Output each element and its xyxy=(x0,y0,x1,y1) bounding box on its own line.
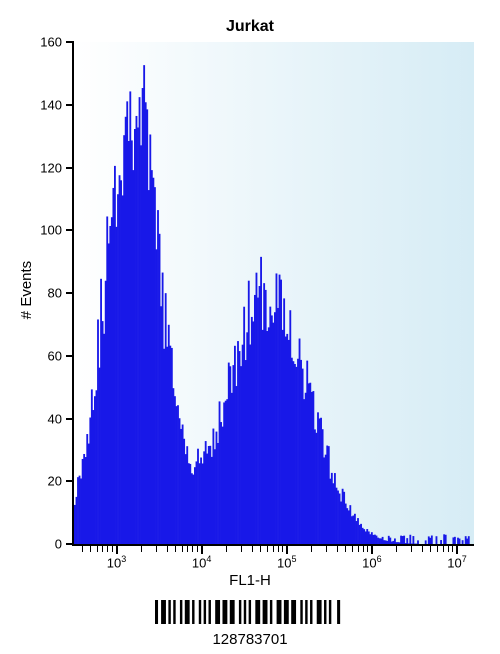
x-tick-label: 106 xyxy=(362,554,381,570)
x-tick-label: 105 xyxy=(277,554,296,570)
x-minor-tick xyxy=(82,544,83,552)
x-minor-tick xyxy=(252,544,253,552)
x-minor-tick xyxy=(107,544,108,552)
figure-container: Jurkat 020406080100120140160 10310410510… xyxy=(0,0,500,654)
y-tick xyxy=(66,41,74,43)
x-minor-tick xyxy=(267,544,268,552)
x-minor-tick xyxy=(226,544,227,552)
y-tick-label: 60 xyxy=(48,348,62,363)
x-minor-tick xyxy=(241,544,242,552)
y-tick-label: 20 xyxy=(48,474,62,489)
x-minor-tick xyxy=(156,544,157,552)
x-tick-label: 104 xyxy=(192,554,211,570)
y-tick xyxy=(66,104,74,106)
barcode xyxy=(155,600,345,624)
x-tick xyxy=(116,544,118,554)
x-minor-tick xyxy=(282,544,283,552)
y-tick-label: 80 xyxy=(48,286,62,301)
y-tick xyxy=(66,480,74,482)
x-minor-tick xyxy=(311,544,312,552)
x-minor-tick xyxy=(278,544,279,552)
x-minor-tick xyxy=(192,544,193,552)
x-minor-tick xyxy=(337,544,338,552)
x-minor-tick xyxy=(430,544,431,552)
x-minor-tick xyxy=(452,544,453,552)
barcode-value: 128783701 xyxy=(0,631,500,648)
y-tick xyxy=(66,543,74,545)
y-tick xyxy=(66,167,74,169)
x-minor-tick xyxy=(326,544,327,552)
x-tick xyxy=(456,544,458,554)
x-minor-tick xyxy=(345,544,346,552)
x-tick xyxy=(371,544,373,554)
x-minor-tick xyxy=(448,544,449,552)
y-tick-label: 40 xyxy=(48,411,62,426)
histogram xyxy=(74,42,474,544)
x-minor-tick xyxy=(411,544,412,552)
y-tick xyxy=(66,418,74,420)
x-minor-tick xyxy=(273,544,274,552)
x-tick-label: 107 xyxy=(447,554,466,570)
y-tick xyxy=(66,355,74,357)
y-tick-label: 120 xyxy=(40,160,62,175)
x-minor-tick xyxy=(367,544,368,552)
x-minor-tick xyxy=(167,544,168,552)
barcode-block: 128783701 xyxy=(0,600,500,648)
x-tick xyxy=(286,544,288,554)
x-minor-tick xyxy=(396,544,397,552)
x-minor-tick xyxy=(187,544,188,552)
y-tick xyxy=(66,229,74,231)
x-minor-tick xyxy=(352,544,353,552)
y-tick-label: 140 xyxy=(40,97,62,112)
x-minor-tick xyxy=(90,544,91,552)
y-tick-label: 100 xyxy=(40,223,62,238)
x-tick-label: 103 xyxy=(107,554,126,570)
x-minor-tick xyxy=(363,544,364,552)
y-axis-label: # Events xyxy=(18,261,35,319)
x-minor-tick xyxy=(102,544,103,552)
plot-area: 020406080100120140160 103104105106107 xyxy=(72,42,474,546)
x-minor-tick xyxy=(182,544,183,552)
x-minor-tick xyxy=(97,544,98,552)
x-minor-tick xyxy=(422,544,423,552)
y-tick xyxy=(66,292,74,294)
x-minor-tick xyxy=(437,544,438,552)
x-minor-tick xyxy=(260,544,261,552)
x-minor-tick xyxy=(175,544,176,552)
x-minor-tick xyxy=(197,544,198,552)
x-minor-tick xyxy=(112,544,113,552)
x-axis-label: FL1-H xyxy=(0,572,500,589)
y-tick-label: 0 xyxy=(55,537,62,552)
x-tick xyxy=(201,544,203,554)
x-minor-tick xyxy=(358,544,359,552)
x-minor-tick xyxy=(443,544,444,552)
y-tick-label: 160 xyxy=(40,35,62,50)
x-minor-tick xyxy=(141,544,142,552)
chart-title: Jurkat xyxy=(0,18,500,36)
